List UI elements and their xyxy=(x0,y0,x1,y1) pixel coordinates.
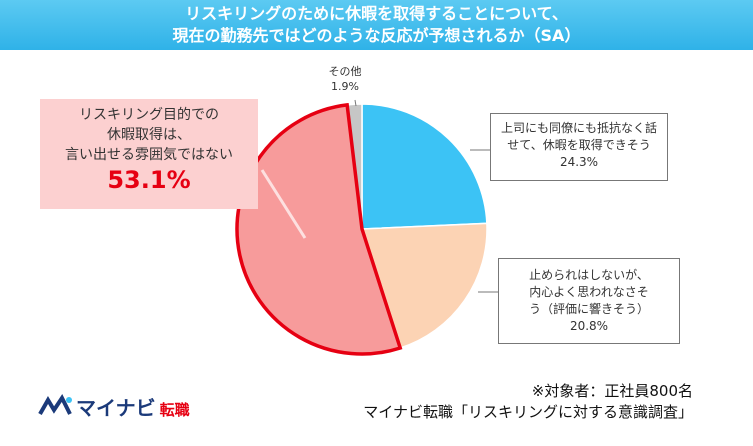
value-label: 1.9% xyxy=(331,80,359,93)
footnote: ※対象者：正社員800名 xyxy=(531,382,693,400)
footnotes: ※対象者：正社員800名 マイナビ転職「リスキリングに対する意識調査」 xyxy=(363,381,693,423)
pie-slice xyxy=(360,222,488,349)
leader-line xyxy=(354,99,357,107)
value-label: 53.1% xyxy=(107,166,191,194)
slice-label: リスキリング目的での 休暇取得は、 言い出せる雰囲気ではない 53.1% xyxy=(40,99,258,209)
chart-title: リスキリングのために休暇を取得することについて、 現在の勤務先ではどのような反応… xyxy=(0,0,753,50)
value-label: 20.8% xyxy=(569,319,609,333)
logo: マイナビ 転職 xyxy=(38,392,190,421)
logo-service: 転職 xyxy=(159,401,190,419)
logo-brand: マイナビ xyxy=(76,396,156,420)
category-label: リスキリング目的での 休暇取得は、 言い出せる雰囲気ではない xyxy=(65,107,233,163)
category-label: 止められはしないが、 内心よく思われなさそ う（評価に響きそう） xyxy=(528,268,649,316)
value-label: 24.3% xyxy=(559,155,599,169)
leader-line xyxy=(260,169,307,239)
footnote: マイナビ転職「リスキリングに対する意識調査」 xyxy=(363,403,693,421)
slice-label: 上司にも同僚にも抵抗なく話 せて、休暇を取得できそう 24.3% xyxy=(490,113,668,181)
pie-slice xyxy=(235,102,403,356)
slice-label: 止められはしないが、 内心よく思われなさそ う（評価に響きそう） 20.8% xyxy=(498,258,680,344)
category-label: その他 xyxy=(328,65,362,78)
logo-icon xyxy=(38,394,72,415)
pie-slice xyxy=(361,103,488,230)
slice-label: その他 1.9% xyxy=(305,64,385,94)
category-label: 上司にも同僚にも抵抗なく話 せて、休暇を取得できそう xyxy=(500,121,657,152)
